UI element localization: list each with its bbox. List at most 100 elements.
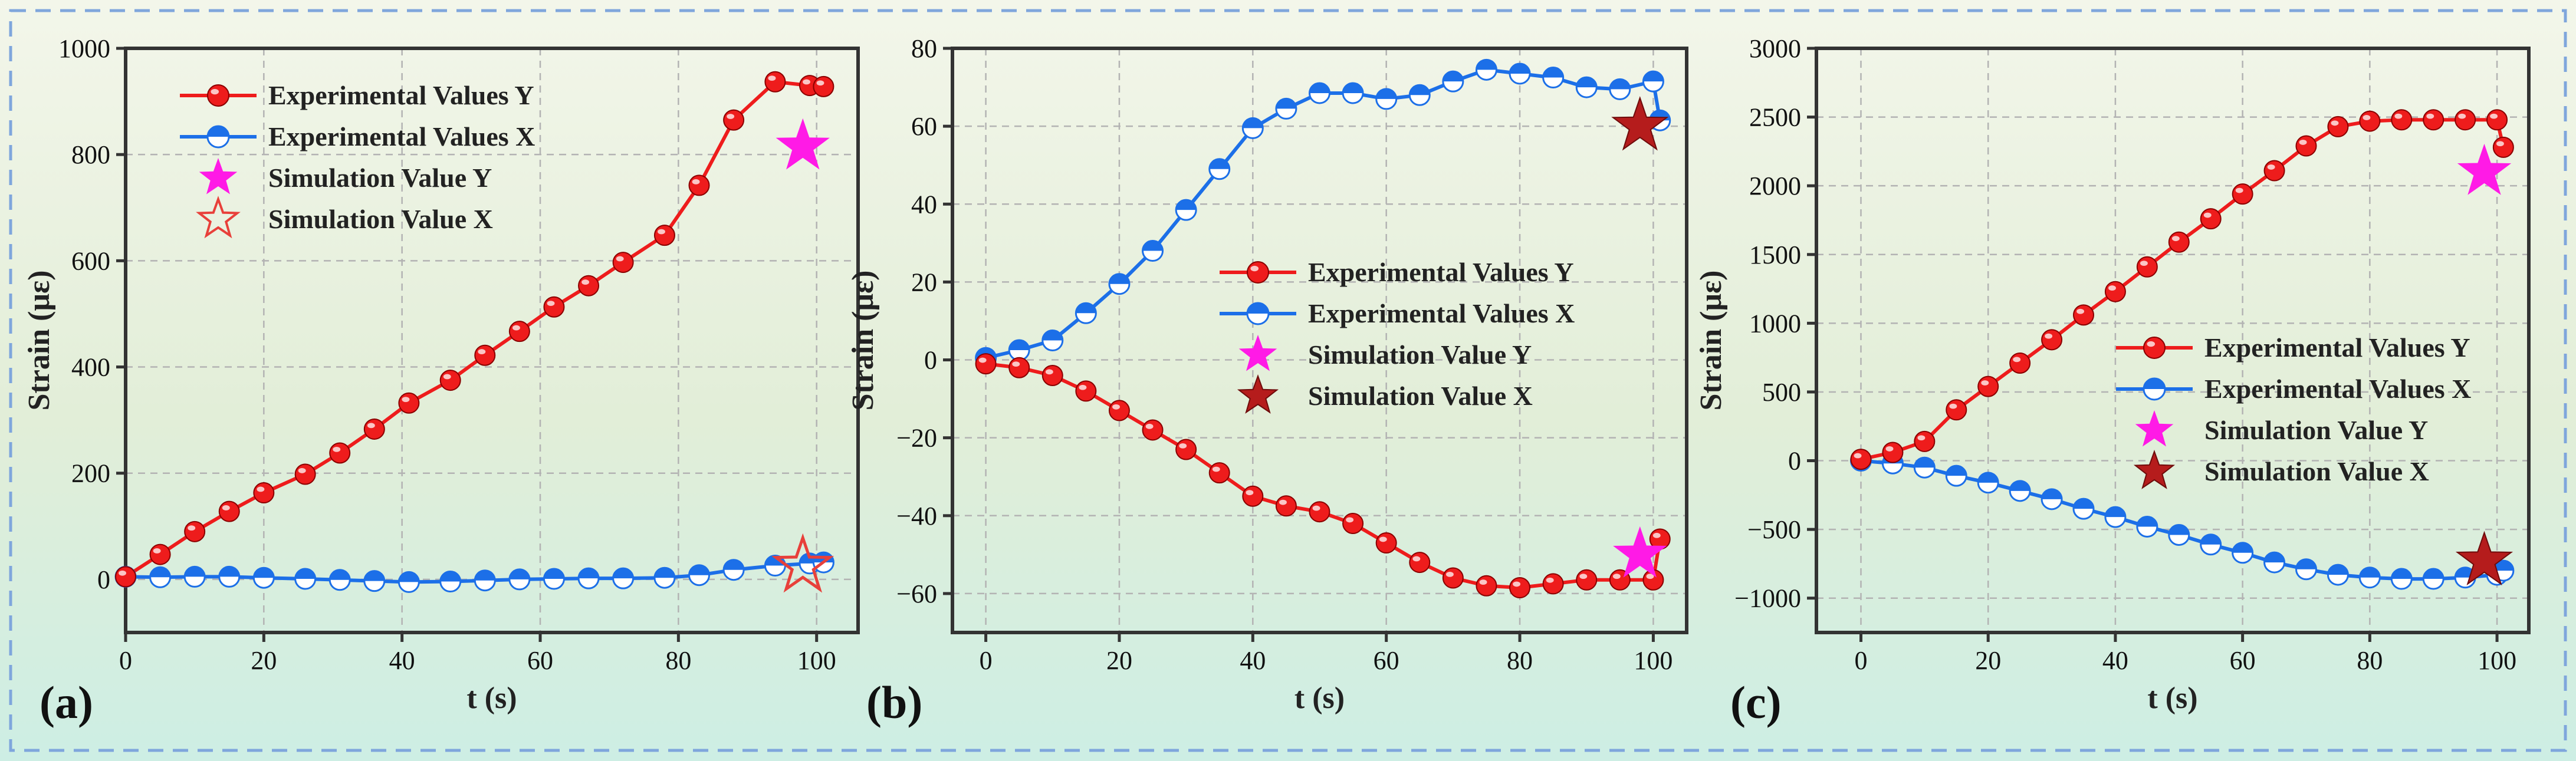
y-axis-label: Strain (με) [22,270,56,410]
series-y-marker-highlight [1079,384,1087,390]
x-tick-label: 20 [251,646,277,675]
series-y-marker-highlight [119,570,127,576]
x-tick-label: 100 [1634,646,1673,675]
series-x-marker-fill [1946,466,1967,476]
series-y-marker-highlight [333,446,341,452]
series-x-marker-fill [2391,569,2412,579]
series-y-marker-highlight [547,301,555,307]
series-y-marker-highlight [658,229,665,235]
legend-star-x [196,196,241,239]
series-x-marker-fill [1409,85,1430,95]
series-y-marker-highlight [367,423,375,429]
series-y-marker [1108,400,1130,421]
panel-label: (a) [40,677,93,728]
series-y-marker [1977,375,1999,397]
series-y-marker [688,174,710,196]
series-y-marker-highlight [2426,113,2434,119]
series-x-marker-fill [475,570,495,581]
series-x-marker-fill [544,569,564,579]
series-y-marker [2200,208,2222,230]
series-y-marker [2041,329,2063,351]
series-y-marker-highlight [1949,403,1957,409]
series-y-marker [2455,109,2476,131]
simulation-x-star [1611,96,1669,151]
series-y-marker-highlight [2490,113,2498,119]
series-y-marker-highlight [2147,341,2156,347]
series-y-marker-highlight [1981,380,1989,386]
series-y-marker-highlight [2331,120,2339,126]
series-x-marker-fill [613,568,633,579]
series-y-marker-highlight [1112,404,1120,410]
series-y-marker-highlight [188,525,196,531]
series-y-marker [813,75,834,97]
series-y-marker [1309,501,1330,523]
x-tick-label: 100 [797,646,836,675]
series-y-marker [2232,183,2253,205]
series-y-marker-highlight [1546,577,1554,583]
y-tick-label: 20 [911,268,937,297]
series-line-experimental-x [1861,459,2505,581]
y-tick-label: 1500 [1749,241,1801,269]
series-y-marker-highlight [443,374,451,380]
y-tick-label: −1000 [1734,584,1801,613]
series-x-marker-fill [219,566,239,577]
series-x-marker-fill [1109,274,1129,284]
y-tick-label: −500 [1747,515,1801,544]
x-tick-label: 60 [2230,646,2256,675]
series-y-marker-highlight [2013,357,2021,363]
series-x-marker-fill [1978,472,1999,483]
series-x-marker-fill [1176,200,1197,210]
legend: Experimental Values Y Experimental Values… [2116,332,2471,489]
series-x-marker-fill [1476,60,1497,70]
legend-label-simulation-x: Simulation Value X [2204,456,2429,486]
x-tick-label: 0 [119,646,132,675]
series-y-marker-highlight [692,179,700,185]
series-y-marker-highlight [257,486,265,492]
x-tick-label: 40 [2102,646,2128,675]
y-tick-label: 60 [911,112,937,141]
series-y-marker [1041,364,1063,386]
y-tick-label: 1000 [1749,309,1801,338]
series-y-marker [1542,573,1564,595]
series-y-marker-highlight [768,75,776,81]
series-x-marker-fill [208,126,229,137]
series-y-marker [1476,575,1497,597]
series-y-marker-highlight [2203,212,2212,218]
series-y-marker [1142,419,1164,441]
series-y-marker-highlight [803,79,811,85]
legend-label-simulation-x: Simulation Value X [268,204,493,234]
series-y-marker [2359,110,2381,132]
x-tick-label: 60 [1374,646,1399,675]
series-x-marker-fill [724,559,744,570]
series-x-marker-fill [1443,71,1463,82]
series-x-marker-fill [509,569,530,579]
series-x-marker-fill [2232,542,2253,553]
legend-label-simulation-y: Simulation Value Y [1308,340,1532,370]
series-y-marker-highlight [1179,443,1187,449]
series-y-marker-highlight [211,88,219,95]
series-x-marker-fill [1247,303,1269,314]
y-tick-label: 500 [1762,378,1801,407]
y-tick-label: −60 [896,579,937,608]
panel-label: (b) [866,677,922,728]
y-tick-label: 0 [924,346,937,375]
series-y-marker [1342,513,1364,535]
series-x-marker-fill [1142,241,1163,251]
legend-label-simulation-y: Simulation Value Y [2204,415,2428,445]
legend: Experimental Values Y Experimental Values… [180,80,535,239]
simulation-x-star [2455,531,2513,586]
series-y-marker [723,109,745,131]
y-tick-label: 600 [71,246,110,275]
series-y-marker-highlight [1479,579,1487,585]
y-tick-label: −20 [896,424,937,453]
series-line-experimental-y [985,362,1662,590]
series-y-marker-highlight [222,505,230,510]
series-x-marker-fill [254,568,274,578]
plot-frame [124,47,860,634]
series-x-marker-fill [1309,83,1330,93]
series-y-marker-highlight [1445,571,1454,577]
series-y-marker [207,84,229,107]
series-x-marker-fill [2137,516,2157,527]
series-x-marker-fill [1376,88,1397,99]
